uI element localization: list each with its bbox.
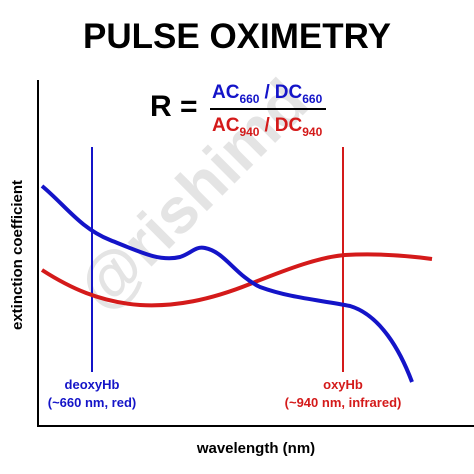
- oxyhb-curve: [40, 252, 433, 308]
- marker-name: deoxyHb: [65, 377, 120, 392]
- term: DC: [275, 115, 303, 136]
- deoxyhb-curve: [40, 184, 414, 383]
- formula-lhs: R =: [150, 90, 198, 123]
- subscript: 940: [302, 125, 322, 139]
- subscript: 660: [239, 92, 259, 106]
- term: AC: [212, 115, 240, 136]
- y-axis-label: extinction coefficient: [9, 180, 26, 330]
- subscript: 940: [239, 125, 259, 139]
- term: AC: [212, 82, 240, 103]
- x-axis-label: wavelength (nm): [196, 440, 315, 457]
- marker-name: oxyHb: [323, 377, 363, 392]
- denominator: AC940/DC940: [212, 115, 323, 139]
- numerator: AC660/DC660: [212, 82, 323, 106]
- subscript: 660: [302, 92, 322, 106]
- title: PULSE OXIMETRY: [83, 17, 391, 56]
- marker-detail: (~660 nm, red): [48, 395, 137, 410]
- separator: /: [264, 115, 270, 136]
- separator: /: [264, 82, 270, 103]
- marker-detail: (~940 nm, infrared): [285, 395, 402, 410]
- term: DC: [275, 82, 303, 103]
